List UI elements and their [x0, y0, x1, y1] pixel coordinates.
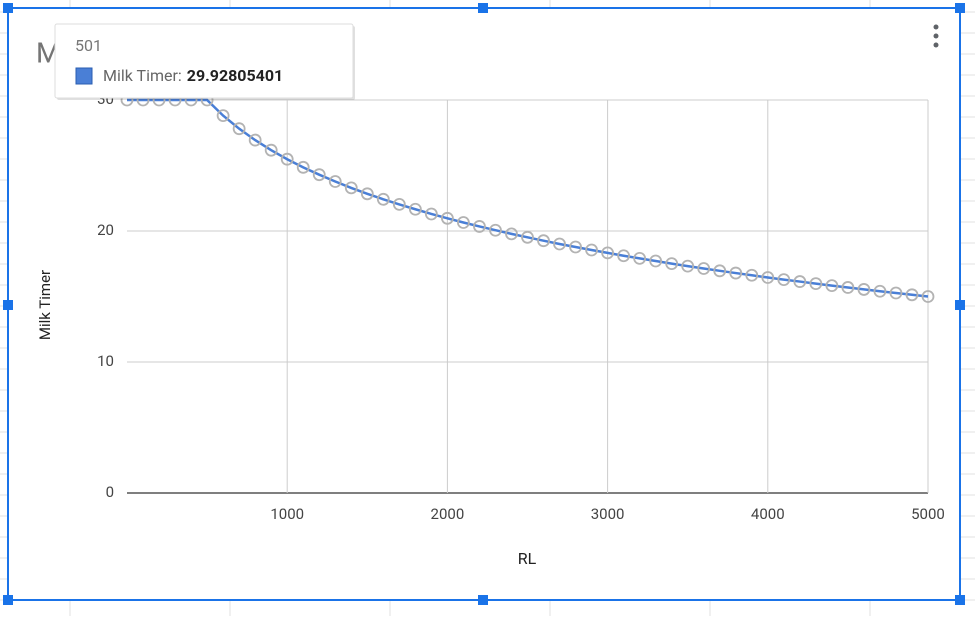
data-point	[408, 202, 422, 216]
data-point	[905, 288, 919, 302]
tooltip-swatch	[75, 67, 93, 85]
data-point	[376, 192, 390, 206]
data-point	[424, 207, 438, 221]
data-point	[713, 264, 727, 278]
data-point	[296, 160, 310, 174]
data-point	[537, 234, 550, 248]
data-point	[825, 279, 839, 293]
data-point	[601, 246, 614, 260]
data-point	[457, 216, 470, 229]
data-point	[585, 243, 598, 257]
data-point	[777, 273, 791, 287]
data-point	[392, 198, 406, 211]
data-point	[841, 281, 855, 294]
x-tick-label: 3000	[591, 505, 625, 523]
data-point	[473, 220, 486, 233]
data-point	[745, 268, 759, 282]
data-point	[280, 152, 294, 166]
data-point	[681, 259, 695, 273]
data-point	[312, 168, 326, 182]
tooltip-series: Milk Timer:	[103, 66, 182, 85]
menu-button[interactable]	[933, 24, 939, 48]
data-point	[216, 109, 230, 122]
x-tick-label: 4000	[751, 505, 785, 523]
data-point	[649, 254, 663, 268]
data-point	[521, 230, 534, 244]
data-point	[344, 181, 358, 195]
tooltip-label: Milk Timer: 29.92805401	[103, 66, 283, 85]
y-tick-label: 0	[106, 483, 114, 501]
data-point	[505, 227, 518, 241]
data-point	[761, 271, 775, 284]
data-point	[569, 240, 582, 254]
data-point	[633, 251, 647, 265]
resize-handles[interactable]	[3, 3, 965, 605]
data-point	[232, 122, 246, 136]
y-tick-label: 10	[97, 352, 114, 370]
data-point	[553, 237, 566, 251]
data-point	[440, 211, 454, 225]
data-point	[873, 284, 887, 298]
data-point	[665, 257, 679, 271]
y-tick-label: 20	[97, 221, 114, 239]
data-point	[857, 283, 871, 296]
data-point	[889, 286, 903, 300]
tooltip-title: 501	[75, 36, 102, 55]
y-axis-label: Milk Timer	[36, 270, 54, 340]
data-point	[264, 143, 278, 157]
data-point	[921, 290, 935, 303]
x-axis-label: RL	[518, 549, 537, 568]
tooltip-value: 29.92805401	[187, 66, 283, 85]
data-point	[248, 133, 262, 147]
data-point	[729, 266, 743, 280]
data-point	[809, 277, 823, 291]
tooltip: 501 Milk Timer: 29.92805401	[54, 23, 355, 100]
data-point	[793, 275, 807, 288]
data-point	[489, 223, 502, 237]
x-tick-label: 5000	[911, 505, 945, 523]
data-point	[697, 262, 711, 275]
data-point	[617, 249, 631, 263]
data-point	[360, 187, 374, 201]
x-tick-label: 1000	[270, 505, 304, 523]
x-tick-label: 2000	[431, 505, 465, 523]
data-point	[328, 175, 342, 188]
